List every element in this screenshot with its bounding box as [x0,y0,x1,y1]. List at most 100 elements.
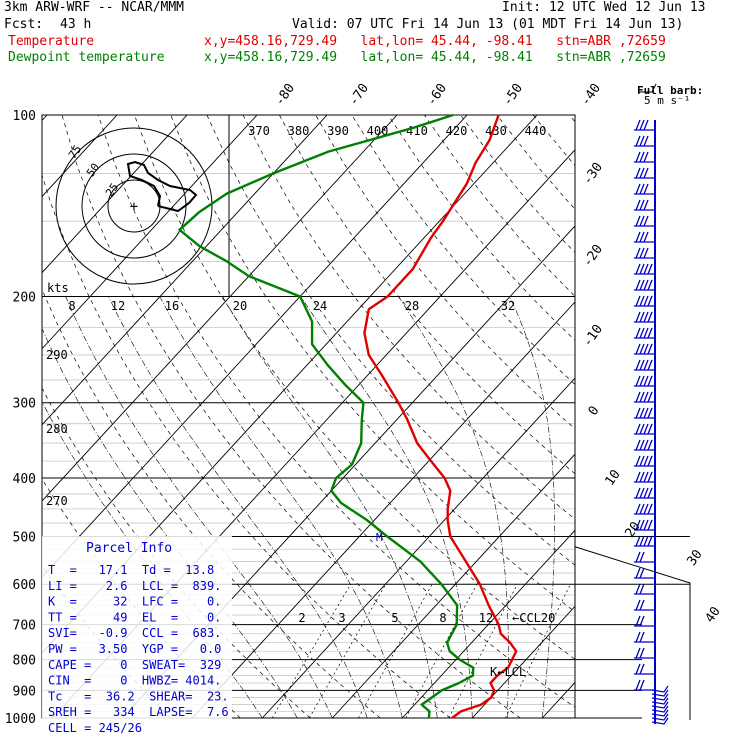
hodograph-center: + [130,199,138,215]
dry-adiabat [642,115,740,718]
isotherm-label: -30 [580,160,606,188]
isotherm-label: 40 [702,604,723,625]
dewpoint-location: x,y=458.16,729.49 lat,lon= 45.44, -98.41… [204,50,666,65]
parcel-info-row: SREH = 334 LAPSE= 7.6 [48,705,229,719]
isotherm-line [42,115,328,426]
wind-barb [634,471,655,483]
mixing-ratio-line [271,584,352,718]
parcel-info-row: PW = 3.50 YGP = 0.0 [48,642,221,656]
parcel-info-row: TT = 49 EL = 0. [48,610,221,624]
hodograph-tick-label: 8 [68,299,75,313]
hodograph-tick-label: 28 [405,299,419,313]
dry-adiabat [206,115,575,566]
wind-barb [634,615,655,627]
mixing-ratio-label: 12 [479,611,493,625]
theta-label: 440 [525,124,547,138]
pressure-label: 100 [13,109,36,124]
parcel-info-background [42,536,232,726]
parcel-info-panel: Parcel Info T = 17.1 Td = 13.8 LI = 2.6 LC… [42,536,232,735]
theta-label: 400 [367,124,389,138]
pressure-label: 1000 [5,712,36,727]
temperature-series [363,114,518,719]
pressure-label: 700 [13,619,36,634]
pressure-label: 300 [13,397,36,412]
isotherm-line [42,115,468,578]
theta-label-left: 280 [46,422,68,436]
wind-barb [634,423,655,435]
wind-barb [634,151,655,163]
isotherm-label: 0 [586,403,603,418]
dewpoint-series [178,113,475,719]
isotherm-label: -40 [578,81,604,109]
isotherm-label: 10 [602,467,623,488]
parcel-info-row: T = 17.1 Td = 13.8 [48,563,214,577]
dry-adiabat [606,115,740,718]
full-barb-value: 5 m s⁻¹ [644,94,690,107]
wind-barb [634,279,655,291]
wind-barb [634,647,655,659]
isotherm-label: -10 [580,322,606,350]
wind-barb [634,263,655,275]
wind-barb [634,599,655,611]
dry-adiabat [460,115,575,254]
parcel-info-row: LI = 2.6 LCL = 839. [48,579,221,593]
wind-barb [634,295,655,307]
wind-barb [634,551,655,563]
wind-barb [634,583,655,595]
wind-barb [634,631,655,643]
parcel-info-row: K = 32 LFC = 0. [48,595,221,609]
hodograph-kts-label: kts [47,281,69,295]
valid-time: Valid: 07 UTC Fri 14 Jun 13 (01 MDT Fri … [292,17,684,32]
wind-barb [634,567,655,579]
isotherm-label: -50 [500,81,526,109]
moist-adiabat [509,296,555,718]
wind-barb [634,119,655,131]
parcel-info-row: CELL = 245/26 [48,721,142,735]
dry-adiabat [61,115,521,718]
parcel-info-row: CIN = 0 HWBZ= 4014. [48,674,221,688]
isotherm-line [42,115,188,274]
parcel-info-row: SVI= -0.9 CCL = 683. [48,626,221,640]
pressure-label: 500 [13,530,36,545]
wind-barb [634,183,655,195]
isotherm-line [261,377,575,718]
pressure-label: 800 [13,654,36,669]
isotherm-label: -60 [424,81,450,109]
theta-label: 390 [327,124,349,138]
hodograph-trace [126,160,198,213]
init-time: Init: 12 UTC Wed 12 Jun 13 [502,0,706,15]
wind-barb [634,519,655,531]
theta-label-left: 270 [46,494,68,508]
wind-barb [634,679,655,691]
hodograph-tick-label: 24 [313,299,327,313]
isotherm-line [191,301,575,718]
theta-label: 430 [485,124,507,138]
theta-label: 370 [248,124,270,138]
wind-barb [634,311,655,323]
wind-barb [634,375,655,387]
wind-barb [634,407,655,419]
wind-barb [634,199,655,211]
mixing-ratio-label: 8 [439,611,446,625]
header: 3km ARW-WRF -- NCAR/MMM Init: 12 UTC Wed… [0,0,740,70]
temperature-location: x,y=458.16,729.49 lat,lon= 45.44, -98.41… [204,34,666,49]
wind-barb [634,663,655,675]
plot-border-skew [574,546,691,720]
wind-barb [634,167,655,179]
wind-barbs: Full barb:5 m s⁻¹ [634,83,703,725]
hodograph-ring-label: 50 [84,161,102,179]
wind-barb [634,391,655,403]
wind-barb [634,215,655,227]
level-marker-m: M [376,531,383,544]
model-title: 3km ARW-WRF -- NCAR/MMM [4,0,185,15]
hodograph-tick-label: 20 [233,299,247,313]
series-layer [178,113,518,719]
mixing-ratio-label: 3 [338,611,345,625]
parcel-info-title: Parcel Info [86,541,172,556]
wind-barb [634,535,655,547]
hodograph-ring [55,127,213,285]
isotherm-line [42,115,258,350]
pressure-label: 600 [13,578,36,593]
pressure-label: 900 [13,684,36,699]
